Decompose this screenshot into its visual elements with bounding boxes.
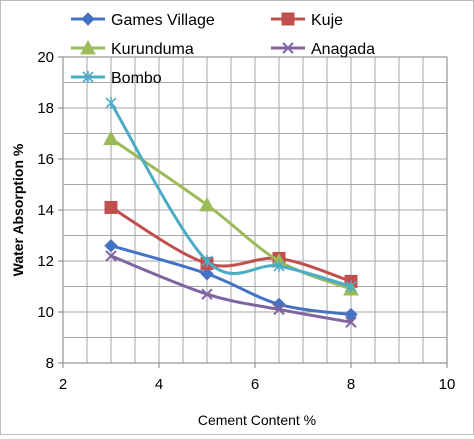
legend-item-games-village: Games Village bbox=[71, 12, 215, 29]
y-tick-label: 12 bbox=[37, 253, 54, 270]
legend-item-bombo: Bombo bbox=[71, 70, 162, 87]
x-tick-label: 4 bbox=[155, 376, 163, 393]
series-line-kuje bbox=[110, 206, 352, 283]
y-tick-label: 8 bbox=[46, 355, 54, 372]
legend-item-kuje: Kuje bbox=[271, 12, 343, 29]
data-point-bombo bbox=[105, 96, 117, 109]
legend-label-kuje: Kuje bbox=[311, 12, 343, 29]
data-point-games-village bbox=[104, 238, 118, 253]
data-point-bombo bbox=[201, 255, 213, 267]
legend-marker-anagada bbox=[282, 42, 294, 54]
data-point-anagada bbox=[273, 303, 285, 316]
data-point-kurunduma bbox=[103, 130, 119, 146]
y-tick-label: 18 bbox=[37, 100, 54, 117]
series-line-games-village bbox=[110, 244, 352, 317]
x-tick-label: 8 bbox=[347, 376, 355, 393]
legend-label-anagada: Anagada bbox=[311, 41, 375, 58]
data-point-kuje bbox=[104, 200, 118, 214]
x-tick-label: 2 bbox=[59, 376, 67, 393]
legend-label-games-village: Games Village bbox=[111, 12, 215, 29]
legend: Games Village Kuje Kurunduma Anagada Bombo bbox=[71, 12, 375, 87]
series-line-kurunduma bbox=[110, 137, 352, 291]
x-tick-label: 6 bbox=[251, 376, 259, 393]
y-tick-label: 10 bbox=[37, 304, 54, 321]
y-axis-label: Water Absorption % bbox=[10, 143, 26, 276]
data-point-anagada bbox=[201, 288, 213, 300]
data-point-bombo bbox=[345, 280, 357, 293]
y-tick-label: 20 bbox=[37, 49, 54, 66]
legend-marker-bombo bbox=[82, 71, 94, 83]
data-point-bombo bbox=[273, 260, 285, 273]
legend-marker-kurunduma bbox=[80, 39, 96, 55]
legend-marker-games-village bbox=[81, 12, 95, 26]
data-point-anagada bbox=[345, 316, 357, 328]
legend-label-bombo: Bombo bbox=[111, 70, 162, 87]
series-line-anagada bbox=[110, 254, 352, 324]
data-point-games-village bbox=[200, 267, 214, 281]
x-axis-label: Cement Content % bbox=[198, 412, 316, 428]
data-point-kurunduma bbox=[199, 196, 215, 212]
legend-item-kurunduma: Kurunduma bbox=[71, 39, 194, 58]
data-point-anagada bbox=[105, 250, 117, 262]
data-point-games-village bbox=[344, 307, 358, 322]
legend-marker-kuje bbox=[281, 12, 295, 26]
x-tick-label: 10 bbox=[439, 376, 456, 393]
series-anagada bbox=[105, 250, 357, 328]
legend-label-kurunduma: Kurunduma bbox=[111, 41, 194, 58]
legend-item-anagada: Anagada bbox=[271, 41, 375, 58]
y-tick-label: 14 bbox=[37, 202, 54, 219]
tick-labels: 2 4 6 8 10 8 10 12 14 16 18 20 bbox=[37, 49, 455, 393]
series-layer bbox=[103, 96, 359, 328]
series-bombo bbox=[105, 96, 357, 293]
series-line-bombo bbox=[109, 102, 352, 288]
y-tick-label: 16 bbox=[37, 151, 54, 168]
